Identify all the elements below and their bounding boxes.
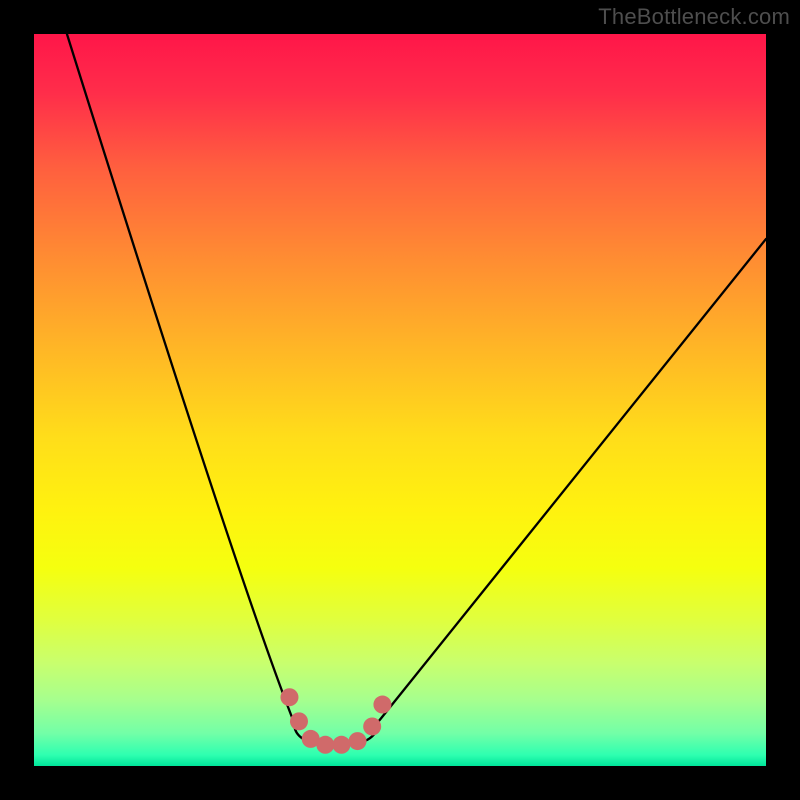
- trough-marker: [316, 736, 334, 754]
- trough-marker: [290, 712, 308, 730]
- bottleneck-chart: [0, 0, 800, 800]
- trough-marker: [349, 732, 367, 750]
- watermark-text: TheBottleneck.com: [598, 4, 790, 30]
- trough-marker: [280, 688, 298, 706]
- trough-marker: [363, 717, 381, 735]
- trough-marker: [332, 736, 350, 754]
- plot-area: [34, 34, 766, 766]
- gradient-background: [34, 34, 766, 766]
- trough-marker: [373, 696, 391, 714]
- chart-stage: TheBottleneck.com: [0, 0, 800, 800]
